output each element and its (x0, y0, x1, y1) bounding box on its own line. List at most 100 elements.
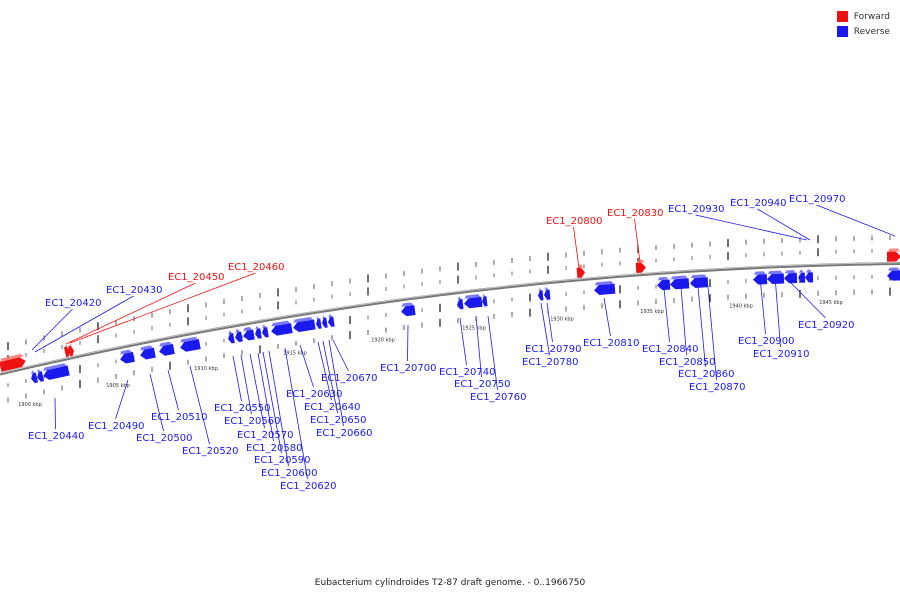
reverse-gene-glyph[interactable] (887, 267, 900, 281)
gene-top-face (887, 248, 900, 252)
reverse-gene-glyph[interactable] (254, 325, 262, 339)
gene-label-ec1_20840[interactable]: EC1_20840 (642, 344, 698, 355)
gene-label-ec1_20440[interactable]: EC1_20440 (28, 431, 84, 442)
gene-top-face (401, 302, 414, 307)
gene-label-ec1_20830[interactable]: EC1_20830 (607, 208, 663, 219)
legend-forward-label: Forward (853, 11, 890, 22)
gene-body (887, 270, 900, 281)
reverse-gene-glyph[interactable] (234, 329, 243, 343)
gene-label-ec1_20700[interactable]: EC1_20700 (380, 363, 436, 374)
gene-label-ec1_20780[interactable]: EC1_20780 (522, 357, 578, 368)
reverse-gene-glyph[interactable] (261, 324, 269, 338)
gene-body (544, 289, 551, 300)
reverse-gene-glyph[interactable] (537, 287, 544, 301)
gene-top-face (293, 316, 314, 323)
gene-body (159, 344, 175, 356)
gene-label-ec1_20940[interactable]: EC1_20940 (730, 198, 786, 209)
gene-label-ec1_20760[interactable]: EC1_20760 (470, 392, 526, 403)
reverse-gene-glyph[interactable] (29, 370, 39, 384)
gene-label-ec1_20430[interactable]: EC1_20430 (106, 285, 162, 296)
forward-gene-glyph[interactable] (0, 353, 27, 372)
gene-label-ec1_20790[interactable]: EC1_20790 (525, 344, 581, 355)
gene-label-ec1_20970[interactable]: EC1_20970 (789, 194, 845, 205)
gene-body (140, 347, 156, 360)
gene-body (271, 323, 293, 336)
reverse-gene-glyph[interactable] (784, 270, 798, 284)
gene-leader-line (475, 315, 482, 378)
reverse-gene-glyph[interactable] (270, 320, 293, 336)
reverse-gene-glyph[interactable] (805, 269, 814, 283)
gene-label-ec1_20650[interactable]: EC1_20650 (310, 415, 366, 426)
gene-label-ec1_20670[interactable]: EC1_20670 (321, 373, 377, 384)
gene-label-ec1_20660[interactable]: EC1_20660 (316, 428, 372, 439)
reverse-gene-glyph[interactable] (42, 363, 70, 381)
forward-gene-glyph[interactable] (63, 343, 71, 358)
gene-leader-line (232, 355, 242, 402)
gene-label-ec1_20900[interactable]: EC1_20900 (738, 336, 794, 347)
gene-label-ec1_20800[interactable]: EC1_20800 (546, 216, 602, 227)
gene-body (670, 278, 690, 290)
gene-label-ec1_20920[interactable]: EC1_20920 (798, 320, 854, 331)
reverse-gene-glyph[interactable] (400, 302, 416, 317)
reverse-gene-glyph[interactable] (690, 274, 709, 288)
reverse-gene-glyph[interactable] (593, 280, 616, 296)
reverse-gene-glyph[interactable] (463, 294, 483, 309)
reverse-gene-glyph[interactable] (139, 345, 156, 361)
gene-top-face (322, 314, 326, 319)
reverse-gene-glyph[interactable] (35, 368, 45, 382)
reverse-gene-glyph[interactable] (242, 327, 255, 342)
gene-label-ec1_20740[interactable]: EC1_20740 (439, 367, 495, 378)
reverse-gene-glyph[interactable] (543, 286, 551, 301)
forward-gene-glyph[interactable] (886, 248, 900, 262)
gene-label-ec1_20590[interactable]: EC1_20590 (254, 455, 310, 466)
reverse-gene-glyph[interactable] (321, 314, 328, 329)
forward-gene-glyph[interactable] (67, 342, 75, 357)
gene-label-ec1_20450[interactable]: EC1_20450 (168, 272, 224, 283)
genome-caption: Eubacterium cylindroides T2-87 draft gen… (314, 578, 586, 588)
gene-label-ec1_20630[interactable]: EC1_20630 (286, 389, 342, 400)
reverse-gene-glyph[interactable] (179, 336, 201, 352)
reverse-gene-glyph[interactable] (669, 275, 690, 290)
gene-label-ec1_20870[interactable]: EC1_20870 (689, 382, 745, 393)
gene-label-ec1_20520[interactable]: EC1_20520 (182, 446, 238, 457)
reverse-gene-glyph[interactable] (315, 315, 322, 330)
gene-label-ec1_20580[interactable]: EC1_20580 (246, 443, 302, 454)
gene-label-ec1_20560[interactable]: EC1_20560 (224, 416, 280, 427)
gene-label-ec1_20860[interactable]: EC1_20860 (678, 369, 734, 380)
gene-label-ec1_20570[interactable]: EC1_20570 (237, 430, 293, 441)
gene-label-ec1_20600[interactable]: EC1_20600 (261, 468, 317, 479)
gene-top-face (271, 320, 291, 327)
reverse-gene-glyph[interactable] (227, 330, 235, 344)
gene-leader-line (299, 344, 314, 388)
gene-label-ec1_20510[interactable]: EC1_20510 (151, 412, 207, 423)
gene-label-ec1_20550[interactable]: EC1_20550 (214, 403, 270, 414)
gene-body (635, 262, 646, 274)
legend-reverse-swatch (836, 26, 848, 37)
forward-gene-glyph[interactable] (635, 259, 646, 274)
gene-label-ec1_20810[interactable]: EC1_20810 (583, 338, 639, 349)
reverse-gene-glyph[interactable] (456, 296, 464, 310)
reverse-gene-glyph[interactable] (327, 314, 335, 328)
gene-label-ec1_20420[interactable]: EC1_20420 (45, 298, 101, 309)
reverse-gene-glyph[interactable] (158, 341, 175, 357)
gene-label-ec1_20850[interactable]: EC1_20850 (659, 357, 715, 368)
reverse-gene-glyph[interactable] (798, 269, 806, 283)
gene-leader-line (540, 302, 550, 356)
gene-label-ec1_20750[interactable]: EC1_20750 (454, 379, 510, 390)
gene-label-ec1_20640[interactable]: EC1_20640 (304, 402, 360, 413)
gene-label-ec1_20500[interactable]: EC1_20500 (136, 433, 192, 444)
gene-label-ec1_20620[interactable]: EC1_20620 (280, 481, 336, 492)
gene-label-ec1_20460[interactable]: EC1_20460 (228, 262, 284, 273)
reverse-gene-glyph[interactable] (481, 293, 488, 307)
gene-leader-line (240, 354, 252, 415)
gene-body (235, 331, 243, 343)
reverse-gene-glyph[interactable] (119, 349, 135, 365)
gene-label-ec1_20930[interactable]: EC1_20930 (668, 204, 724, 215)
gene-label-ec1_20490[interactable]: EC1_20490 (88, 421, 144, 432)
reverse-gene-glyph[interactable] (292, 316, 316, 333)
gene-leader-line (757, 208, 811, 241)
gene-label-ec1_20910[interactable]: EC1_20910 (753, 349, 809, 360)
reverse-gene-glyph[interactable] (656, 276, 671, 291)
gene-body (328, 316, 335, 327)
gene-leader-line (663, 287, 670, 343)
